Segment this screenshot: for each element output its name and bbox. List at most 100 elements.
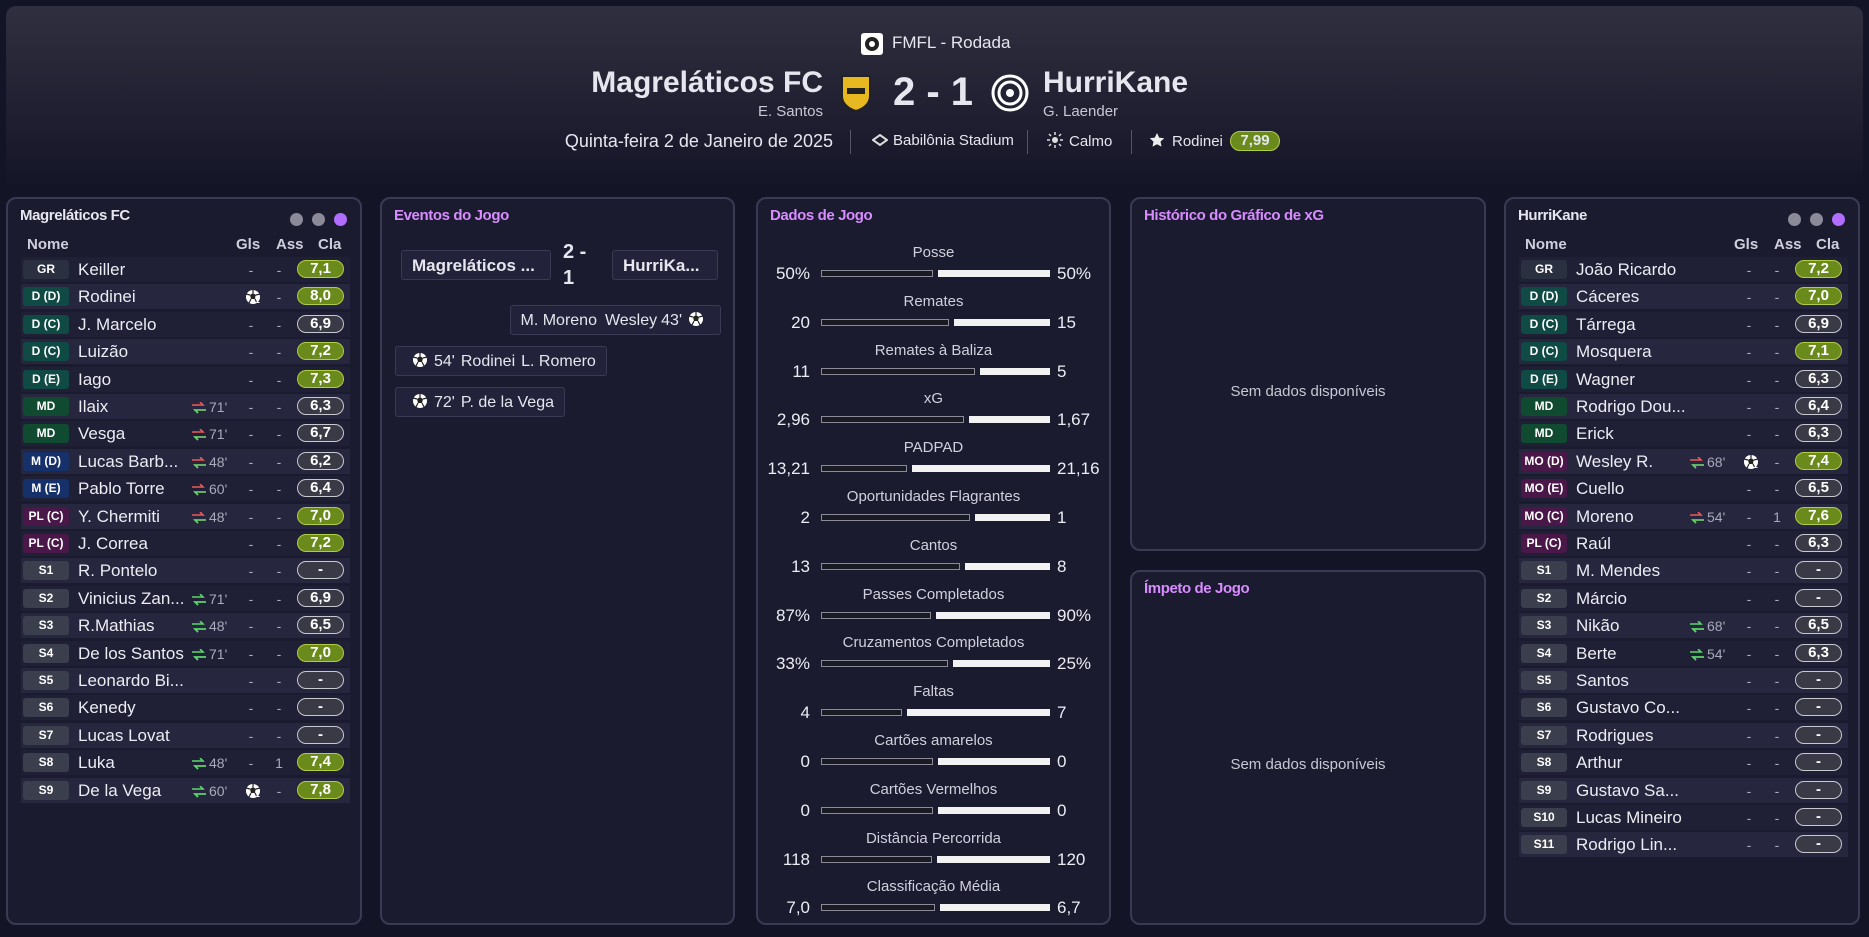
rating: - — [297, 725, 344, 744]
home-team-name: Magreláticos FC — [591, 66, 823, 99]
stat-away: 1,67 — [1057, 410, 1091, 430]
rating: 6,3 — [1795, 534, 1842, 552]
sub-minute: 71' — [209, 645, 228, 662]
sub-icon — [192, 511, 206, 524]
goals: 1 — [253, 787, 261, 800]
window-dot — [312, 213, 325, 226]
position-badge: S6 — [23, 698, 69, 718]
rating: - — [1795, 671, 1842, 689]
position-badge: D (C) — [1521, 342, 1567, 362]
rating: 6,3 — [1795, 424, 1842, 443]
stat-bar-away — [980, 367, 1050, 375]
assists: - — [276, 426, 282, 443]
assists: - — [1774, 481, 1780, 498]
stat-away: 21,16 — [1057, 459, 1100, 479]
score: 2 - 1 — [892, 70, 974, 114]
sub-minute: 71' — [209, 590, 228, 607]
player-name: Rodrigo Dou... — [1576, 397, 1686, 416]
player-row: S10 Lucas Mineiro - - - — [1519, 805, 1848, 830]
goals: - — [248, 536, 254, 552]
goals: - — [1746, 508, 1752, 525]
rating: 6,2 — [297, 451, 344, 470]
rating: 8,0 — [297, 287, 344, 306]
panel-title: HurriKane — [1518, 207, 1587, 224]
player-name: Berte — [1576, 643, 1617, 663]
player-name: Nikão — [1576, 616, 1620, 636]
goals: - — [1746, 727, 1752, 744]
goals: - — [248, 316, 254, 333]
column-header: Gls — [236, 236, 261, 253]
competition: FMFL - Rodada — [892, 33, 1011, 52]
player-name: Iago — [78, 369, 112, 389]
player-row: M (E) Pablo Torre 60' - -6,4 — [21, 476, 350, 502]
player-name: Vinicius Zan... — [78, 588, 185, 608]
sub-minute: 68' — [1707, 453, 1726, 470]
position-badge: S7 — [1521, 725, 1567, 745]
event-score: 2 - 1 — [563, 241, 587, 289]
rating: 6,3 — [297, 397, 344, 415]
stat-bar-home — [821, 904, 936, 912]
stat-label: Classificação Média — [866, 878, 1001, 896]
goals: - — [1746, 645, 1752, 662]
rating: 7,8 — [297, 780, 344, 799]
rating: - — [1795, 753, 1842, 772]
stat-away: 0 — [1057, 752, 1067, 771]
stat-label: PADPAD — [903, 439, 964, 457]
goal-event: M. Moreno Wesley 43' — [509, 305, 721, 335]
goals: - — [248, 508, 254, 525]
player-row: S9 Gustavo Sa... - - - — [1519, 777, 1848, 803]
stat-bar-home — [821, 514, 971, 521]
stat-label: Passes Completados — [862, 585, 1005, 603]
rating: 6,4 — [1795, 397, 1842, 415]
sub-icon — [192, 648, 206, 661]
goals: - — [248, 755, 254, 772]
assists: - — [1774, 645, 1780, 662]
goal-icon — [245, 290, 261, 305]
position-badge: D (D) — [23, 287, 69, 307]
player-name: J. Marcelo — [78, 314, 157, 334]
goals: - — [1746, 673, 1752, 689]
stat-away: 0 — [1057, 800, 1067, 820]
window-dot — [1832, 213, 1845, 226]
position-badge: S4 — [1521, 643, 1567, 663]
assists: - — [1774, 536, 1780, 552]
goals: - — [248, 673, 254, 689]
rating: 6,3 — [1795, 643, 1842, 662]
assists: - — [276, 453, 282, 470]
empty-message: Sem dados disponíveis — [1230, 756, 1386, 773]
empty-message: Sem dados disponíveis — [1230, 383, 1386, 400]
stat-bar-home — [821, 318, 949, 326]
goals: - — [248, 344, 254, 361]
separator — [1027, 130, 1028, 154]
player-name: M. Mendes — [1576, 561, 1661, 581]
stat-bar-away — [912, 465, 1050, 473]
stat-bar-home — [821, 367, 975, 375]
rating: - — [1795, 698, 1842, 717]
player-row: D (C) Tárrega - -6,9 — [1519, 311, 1848, 337]
player-row: S7 Rodrigues - - - — [1519, 722, 1848, 748]
event-home-team: Magreláticos ... — [401, 250, 551, 280]
rating: 6,5 — [297, 616, 344, 635]
potm-rating: 7,99 — [1230, 131, 1280, 151]
scorer: Rodinei — [460, 353, 516, 370]
position-badge: PL (C) — [23, 534, 69, 553]
position-badge: MD — [1521, 397, 1567, 416]
player-row: PL (C) J. Correa - -7,2 — [21, 531, 350, 556]
stat-label: Distância Percorrida — [865, 829, 1002, 847]
scorer: Wesley — [604, 312, 658, 329]
assists: - — [1774, 727, 1780, 744]
window-dot — [1788, 213, 1801, 226]
player-row: S1 R. Pontelo - - - — [21, 558, 350, 584]
player-name: Cuello — [1576, 479, 1625, 499]
column-header: Nome — [27, 236, 69, 253]
player-name: Wesley R. — [1576, 451, 1654, 471]
player-name: Rodrigues — [1576, 725, 1654, 745]
rating: 6,9 — [297, 314, 344, 333]
assists: - — [276, 508, 282, 525]
assists: - — [1774, 316, 1780, 333]
assists: - — [1774, 810, 1780, 826]
stat-bar-home — [821, 465, 908, 473]
player-name: De la Vega — [78, 780, 162, 800]
player-row: S4 Berte 54' - -6,3 — [1519, 640, 1848, 666]
sub-minute: 48' — [209, 755, 228, 772]
